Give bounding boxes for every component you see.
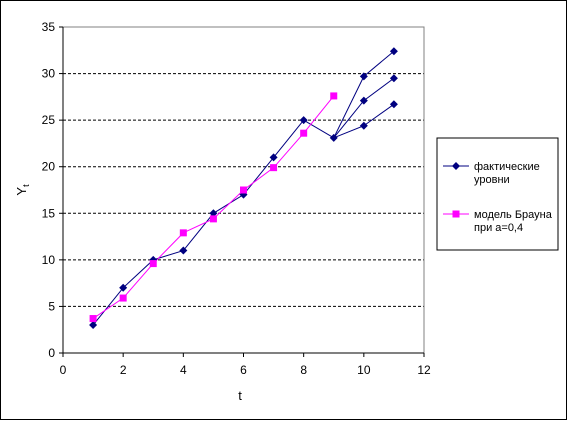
series-1-point-1 [89, 321, 98, 330]
x-tick-label-0: 0 [60, 363, 67, 377]
series-2-point-9 [330, 92, 338, 100]
series [89, 47, 398, 330]
y-tick-label-15: 15 [42, 206, 56, 220]
y-tick-label-25: 25 [42, 113, 56, 127]
series-2-point-4 [179, 229, 187, 237]
tick-labels: 0 5 10 15 20 25 30 35 0 2 4 6 8 10 12 [42, 20, 431, 377]
forecast-branch-1-point-2 [389, 47, 398, 56]
series-1-point-9 [329, 133, 338, 142]
legend-entry-brown-model: модель Брауна при а=0,4 [443, 209, 553, 234]
forecast-branch-3-point-1 [359, 121, 368, 130]
y-tick-label-20: 20 [42, 160, 56, 174]
y-tick-label-35: 35 [42, 20, 56, 34]
series-2-point-7 [270, 164, 278, 172]
legend-marker-actual [452, 162, 460, 170]
legend-marker-brown [452, 210, 460, 218]
legend-box [436, 137, 559, 251]
legend-label-actual-line1: фактические [474, 161, 540, 173]
x-tick-label-8: 8 [300, 363, 307, 377]
forecast-branch-2-point-1 [359, 96, 368, 105]
legend-label-brown-line2: при а=0,4 [474, 222, 523, 234]
legend-label-actual-line2: уровни [474, 174, 510, 186]
series-2-point-1 [89, 315, 97, 323]
series-1-point-7 [269, 153, 278, 162]
series-2-point-3 [149, 260, 157, 268]
legend-label-brown: модель Брауна при а=0,4 [474, 209, 553, 234]
forecast-branch-3-point-2 [389, 100, 398, 109]
series-1-point-5 [209, 209, 218, 218]
y-axis-title: Yt [14, 184, 31, 196]
y-tick-label-10: 10 [42, 253, 56, 267]
x-axis-title: t [238, 388, 242, 403]
forecast-branch-2-point-2 [389, 74, 398, 83]
series-2-point-8 [300, 129, 308, 137]
series-2-point-6 [240, 186, 247, 194]
legend: фактические уровни модель Брауна при а=0,4 [436, 137, 559, 251]
series-2-point-5 [209, 215, 217, 223]
x-tick-label-6: 6 [240, 363, 247, 377]
x-tick-label-10: 10 [357, 363, 371, 377]
legend-entry-actual: фактические уровни [443, 161, 540, 186]
forecast-branch-1-point-1 [359, 72, 368, 81]
x-tick-label-2: 2 [120, 363, 127, 377]
series-2-point-2 [119, 294, 127, 302]
y-tick-label-30: 30 [42, 67, 56, 81]
x-tick-label-12: 12 [417, 363, 431, 377]
y-tick-label-0: 0 [48, 346, 55, 360]
y-tick-label-5: 5 [48, 299, 55, 313]
y-axis-title-main: Y [14, 187, 29, 196]
series-1-point-2 [119, 283, 128, 292]
y-axis-title-subscript: t [21, 184, 31, 187]
series-1-point-8 [299, 116, 308, 125]
legend-label-actual: фактические уровни [474, 161, 540, 186]
series-1-point-4 [179, 246, 188, 255]
x-tick-label-4: 4 [180, 363, 187, 377]
axes [59, 26, 425, 357]
legend-label-brown-line1: модель Брауна [474, 209, 553, 221]
